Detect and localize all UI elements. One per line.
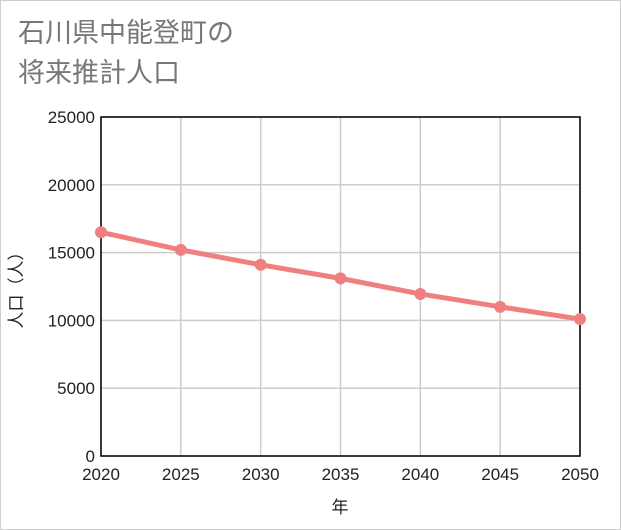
y-axis-label: 人口（人） bbox=[7, 244, 27, 329]
chart-title: 石川県中能登町の 将来推計人口 bbox=[18, 14, 234, 94]
chart-title-line-2: 将来推計人口 bbox=[18, 58, 180, 89]
data-point-2020 bbox=[95, 226, 107, 239]
plot-area-border bbox=[100, 116, 581, 457]
y-tick-label-3: 15000 bbox=[48, 244, 95, 263]
x-tick-label-4: 2040 bbox=[401, 465, 439, 484]
x-axis-label: 年 bbox=[332, 498, 349, 518]
grid-lines bbox=[100, 116, 581, 457]
x-tick-label-2: 2030 bbox=[242, 465, 280, 484]
y-tick-label-2: 10000 bbox=[48, 311, 95, 330]
x-tick-label-0: 2020 bbox=[82, 465, 120, 484]
data-point-2030 bbox=[254, 258, 267, 271]
x-tick-label-5: 2045 bbox=[481, 465, 519, 484]
data-point-2035 bbox=[334, 272, 347, 285]
data-point-2040 bbox=[414, 287, 427, 300]
data-point-2050 bbox=[574, 313, 586, 326]
y-tick-label-5: 25000 bbox=[48, 108, 95, 127]
x-tick-label-6: 2050 bbox=[561, 465, 599, 484]
series-group bbox=[95, 226, 586, 326]
y-tick-label-1: 5000 bbox=[57, 379, 95, 398]
y-tick-label-4: 20000 bbox=[48, 176, 95, 195]
x-tick-label-1: 2025 bbox=[162, 465, 200, 484]
y-tick-labels: 0 5000 10000 15000 20000 25000 bbox=[48, 108, 95, 466]
data-point-2025 bbox=[174, 243, 187, 256]
y-tick-label-0: 0 bbox=[86, 447, 95, 466]
data-point-2045 bbox=[494, 300, 507, 313]
chart-title-line-1: 石川県中能登町の bbox=[18, 18, 234, 49]
x-tick-label-3: 2035 bbox=[322, 465, 360, 484]
x-tick-labels: 2020 2025 2030 2035 2040 2045 2050 bbox=[82, 465, 599, 484]
